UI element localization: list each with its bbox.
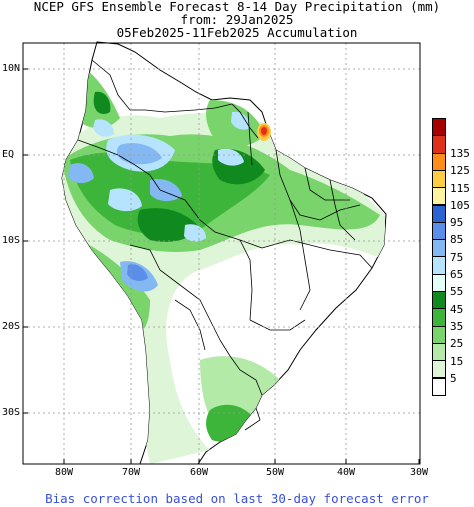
legend-swatch bbox=[432, 377, 446, 396]
legend-level-label: 85 bbox=[450, 233, 464, 247]
country-borders bbox=[77, 59, 373, 431]
legend-swatch bbox=[432, 239, 446, 258]
legend-level-label: 75 bbox=[450, 250, 464, 264]
lon-label-80w: 80W bbox=[54, 467, 74, 478]
lat-label-eq: EQ bbox=[2, 149, 15, 160]
legend-swatch bbox=[432, 169, 446, 189]
legend-level-label: 65 bbox=[450, 268, 464, 282]
legend-level-label: 45 bbox=[450, 302, 464, 316]
lon-label-30w: 30W bbox=[409, 467, 429, 478]
legend-level-label: 115 bbox=[450, 181, 470, 195]
lat-label-30s: 30S bbox=[2, 407, 21, 418]
legend-swatch bbox=[432, 256, 446, 275]
legend-swatch bbox=[432, 187, 446, 206]
legend-swatch bbox=[432, 273, 446, 292]
legend-level-label: 25 bbox=[450, 337, 464, 351]
legend-swatch bbox=[432, 152, 446, 171]
lon-label-60w: 60W bbox=[189, 467, 209, 478]
lon-label-70w: 70W bbox=[121, 467, 141, 478]
legend-swatch bbox=[432, 204, 446, 223]
title-line-2: from: 29Jan2025 bbox=[180, 12, 294, 27]
legend-level-label: 105 bbox=[450, 198, 470, 212]
legend-swatch bbox=[432, 360, 446, 379]
map-frame bbox=[22, 42, 421, 465]
legend-level-label: 5 bbox=[450, 371, 457, 385]
legend-level-label: 15 bbox=[450, 354, 464, 368]
legend-level-label: 135 bbox=[450, 146, 470, 160]
lat-label-20s: 20S bbox=[2, 321, 21, 332]
bias-correction-note: Bias correction based on last 30-day for… bbox=[45, 491, 429, 506]
legend-level-label: 125 bbox=[450, 164, 470, 178]
lat-label-10n: 10N bbox=[2, 63, 21, 74]
legend-swatch bbox=[432, 118, 446, 137]
legend-swatch bbox=[432, 325, 446, 344]
legend-swatch bbox=[432, 342, 446, 362]
legend-swatch bbox=[432, 135, 446, 154]
legend-level-label: 55 bbox=[450, 285, 464, 299]
lon-label-50w: 50W bbox=[265, 467, 285, 478]
lon-label-40w: 40W bbox=[336, 467, 356, 478]
lat-label-10s: 10S bbox=[2, 235, 21, 246]
legend-level-label: 35 bbox=[450, 319, 464, 333]
legend-swatch bbox=[432, 308, 446, 327]
title-line-1: NCEP GFS Ensemble Forecast 8-14 Day Prec… bbox=[33, 0, 441, 14]
heavy-precip-cell bbox=[257, 123, 271, 141]
legend-swatch bbox=[432, 291, 446, 310]
title-line-3: 05Feb2025-11Feb2025 Accumulation bbox=[116, 25, 358, 40]
graticule bbox=[23, 43, 420, 464]
legend-swatch bbox=[432, 221, 446, 241]
legend-level-label: 95 bbox=[450, 216, 464, 230]
